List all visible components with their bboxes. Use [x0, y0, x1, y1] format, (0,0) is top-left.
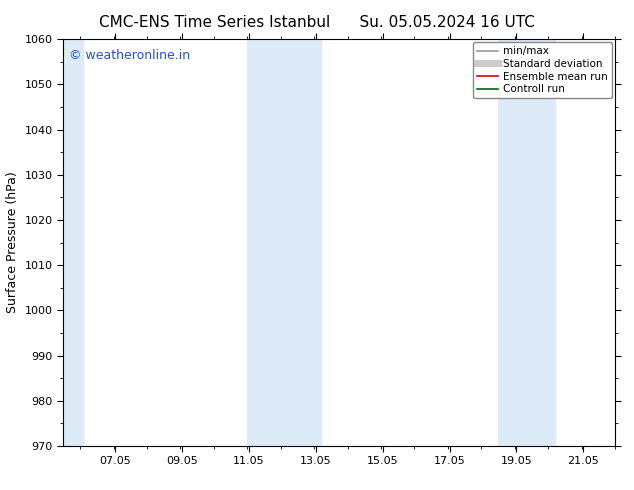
Bar: [247, 39, 321, 446]
Y-axis label: Surface Pressure (hPa): Surface Pressure (hPa): [6, 172, 19, 314]
Bar: [63, 39, 84, 446]
Text: CMC-ENS Time Series Istanbul      Su. 05.05.2024 16 UTC: CMC-ENS Time Series Istanbul Su. 05.05.2…: [99, 15, 535, 30]
Bar: [498, 39, 555, 446]
Text: © weatheronline.in: © weatheronline.in: [69, 49, 190, 62]
Legend: min/max, Standard deviation, Ensemble mean run, Controll run: min/max, Standard deviation, Ensemble me…: [473, 42, 612, 98]
